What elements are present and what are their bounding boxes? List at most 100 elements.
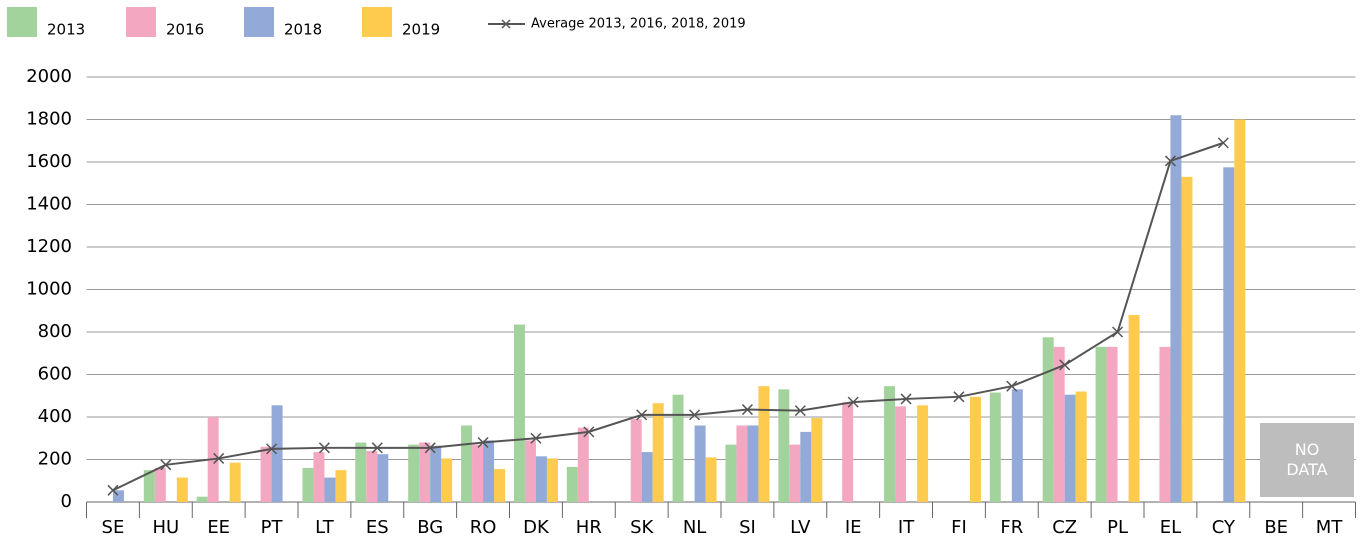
bar	[324, 477, 336, 502]
y-tick-label: 200	[38, 449, 72, 470]
legend-swatch	[7, 7, 37, 37]
y-tick-label: 0	[61, 491, 72, 512]
bar	[461, 425, 473, 502]
x-tick-label: FR	[1000, 517, 1023, 538]
average-marker	[636, 409, 648, 421]
average-marker	[583, 426, 595, 438]
bar	[917, 405, 929, 502]
x-tick-label: CY	[1212, 517, 1236, 538]
bar	[430, 445, 442, 502]
x-tick-label: FI	[951, 517, 967, 538]
bar	[408, 444, 420, 502]
bar	[494, 469, 506, 502]
bar	[1053, 346, 1065, 502]
bar	[546, 458, 558, 502]
bar	[271, 405, 283, 502]
bar	[143, 470, 155, 502]
x-tick-label: NL	[683, 517, 707, 538]
x-tick-label: HR	[576, 517, 602, 538]
average-marker	[1164, 155, 1176, 167]
average-marker	[213, 452, 225, 464]
average-marker	[689, 409, 701, 421]
bar	[577, 427, 589, 502]
x-tick-label: BG	[417, 517, 443, 538]
bar	[1234, 119, 1246, 502]
x-tick-label: IE	[845, 517, 862, 538]
bar	[229, 462, 241, 502]
legend-label: 2019	[402, 21, 440, 39]
y-tick-label: 1600	[26, 151, 72, 172]
bar	[1223, 167, 1235, 502]
x-tick-label: ES	[366, 517, 389, 538]
bar	[778, 389, 790, 502]
average-marker	[794, 405, 806, 417]
bar	[566, 466, 578, 502]
legend-swatch	[362, 7, 392, 37]
bar	[419, 442, 431, 502]
bar	[641, 452, 653, 502]
bar	[535, 456, 547, 502]
bar	[1011, 389, 1023, 502]
bar	[441, 458, 453, 502]
bar	[112, 490, 124, 502]
average-marker	[1059, 359, 1071, 371]
bar	[260, 446, 272, 502]
bar	[989, 392, 1001, 502]
x-tick-label: EE	[207, 517, 230, 538]
bar	[725, 444, 737, 502]
bar	[1075, 391, 1087, 502]
bar	[705, 457, 717, 502]
bar	[736, 425, 748, 502]
bar	[811, 418, 823, 502]
legend-label: Average 2013, 2016, 2018, 2019	[531, 17, 746, 32]
x-tick-label: IT	[898, 517, 915, 538]
y-tick-label: 1000	[26, 279, 72, 300]
x-tick-label: SI	[739, 517, 756, 538]
y-tick-label: 400	[38, 406, 72, 427]
bar	[630, 419, 642, 502]
x-tick-label: PT	[261, 517, 284, 538]
bar	[1170, 115, 1182, 502]
y-tick-label: 800	[38, 321, 72, 342]
average-marker	[847, 396, 859, 408]
y-tick-label: 1400	[26, 194, 72, 215]
bar	[652, 403, 664, 502]
bar	[302, 468, 314, 502]
legend-label: 2016	[166, 21, 204, 39]
bar	[1181, 176, 1193, 502]
bar	[1095, 346, 1107, 502]
bar	[895, 406, 907, 502]
no-data-note: NO DATA	[1260, 423, 1354, 497]
x-tick-label: BE	[1264, 517, 1288, 538]
x-tick-label: CZ	[1052, 517, 1077, 538]
bar	[176, 477, 188, 502]
bar	[513, 324, 525, 502]
x-tick-label: DK	[523, 517, 550, 538]
average-marker	[1112, 326, 1124, 338]
x-tick-label: HU	[152, 517, 179, 538]
bar	[800, 431, 812, 502]
y-tick-label: 600	[38, 364, 72, 385]
average-marker	[953, 391, 965, 403]
bar	[672, 394, 684, 502]
average-marker	[530, 432, 542, 444]
x-tick-label: RO	[470, 517, 497, 538]
y-tick-label: 2000	[26, 66, 72, 87]
bar	[1042, 337, 1054, 502]
legend-swatch	[126, 7, 156, 37]
bar	[483, 440, 495, 502]
bar	[694, 425, 706, 502]
bar	[335, 470, 347, 502]
average-line	[112, 141, 1224, 492]
bar	[758, 386, 770, 502]
y-tick-label: 1200	[26, 236, 72, 257]
bar	[842, 402, 854, 502]
average-marker	[741, 404, 753, 416]
bar	[313, 452, 325, 502]
x-tick-label: LT	[315, 517, 335, 538]
bar	[1159, 346, 1171, 502]
average-marker	[266, 443, 278, 455]
x-tick-label: SE	[102, 517, 125, 538]
bar	[1106, 346, 1118, 502]
